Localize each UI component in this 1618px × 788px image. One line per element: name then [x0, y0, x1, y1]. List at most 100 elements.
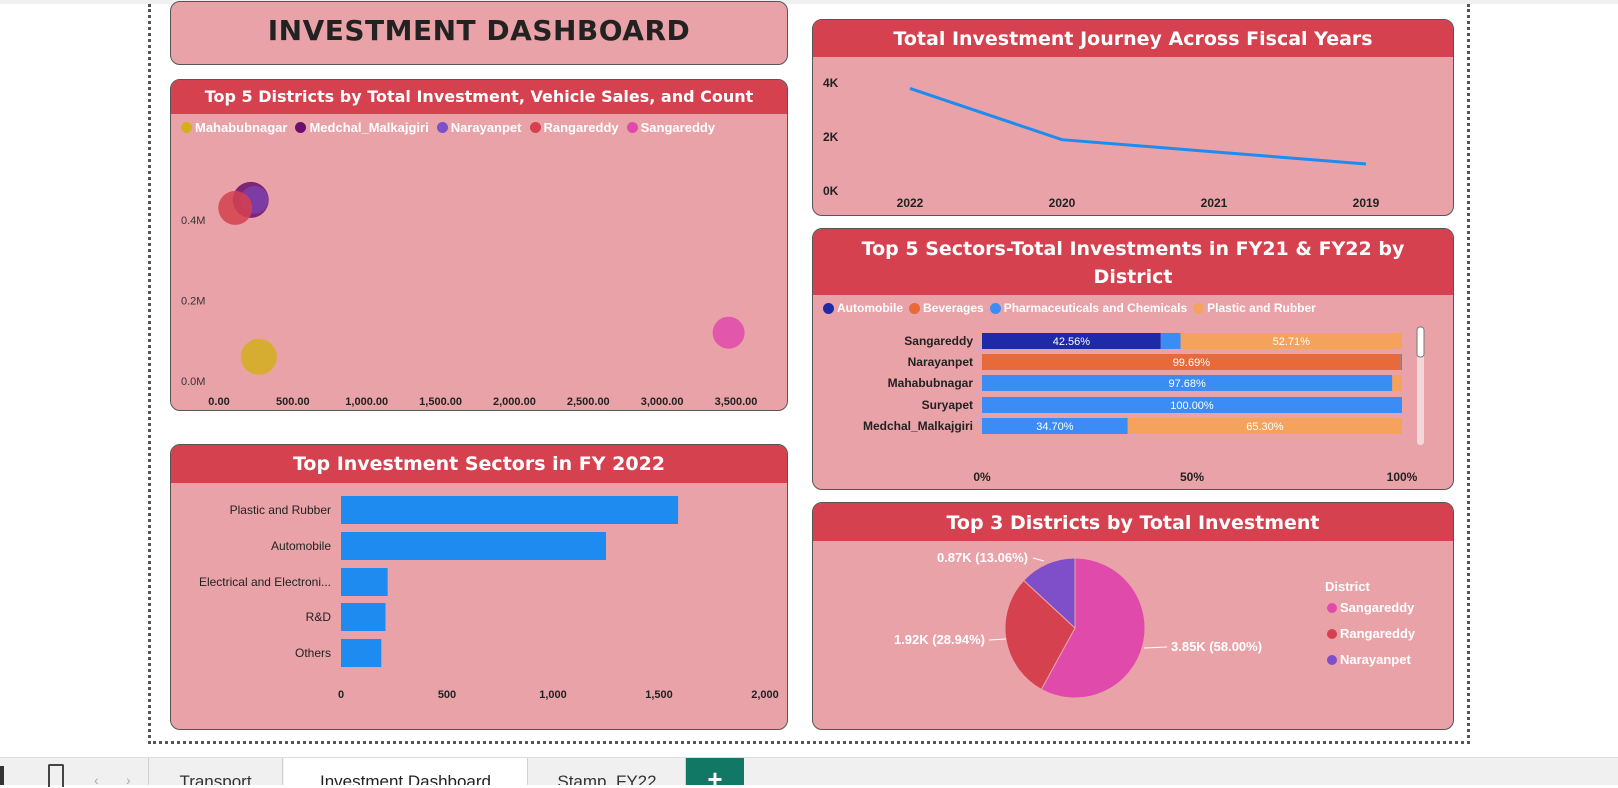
scatter-legend-item[interactable]: Mahabubnagar: [181, 120, 287, 135]
top-districts-pie-title: Top 3 Districts by Total Investment: [813, 503, 1453, 541]
dashboard-title: INVESTMENT DASHBOARD: [267, 14, 691, 47]
sectors-by-district-legend[interactable]: Automobile Beverages Pharmaceuticals and C…: [823, 301, 1316, 315]
stacked-legend-item[interactable]: Beverages: [909, 301, 984, 315]
scrollbar-thumb[interactable]: [1416, 326, 1425, 358]
x-tick-label: 2019: [1353, 196, 1380, 210]
legend-dot: [626, 122, 638, 133]
sector-bar: [341, 639, 382, 667]
scatter-legend-item[interactable]: Narayanpet: [436, 120, 522, 135]
sector-label: Others: [295, 646, 331, 660]
legend-label: Automobile: [837, 301, 903, 315]
scatter-legend-item[interactable]: Medchal_Malkajgiri: [295, 120, 429, 135]
scatter-point-sangareddy: [712, 316, 745, 349]
scatter-legend[interactable]: Mahabubnagar Medchal_Malkajgiri Narayanpet…: [181, 120, 715, 135]
sectors-by-district-title: Top 5 Sectors-Total Investments in FY21 …: [813, 229, 1453, 295]
x-tick-label: 100%: [1387, 470, 1418, 484]
pie-legend-title: District: [1325, 579, 1370, 594]
stacked-bar-segment: [1127, 418, 1402, 434]
tab-investment-dashboard[interactable]: Investment Dashboard: [284, 758, 528, 785]
sector-bar: [341, 568, 388, 596]
sheet-nav-handle[interactable]: [0, 766, 4, 785]
tab-stamp-fy22[interactable]: Stamp_FY22: [529, 758, 686, 785]
pie-slice-sangareddy: [1040, 557, 1146, 699]
segment-data-label: 97.68%: [1168, 378, 1206, 390]
stacked-bar-segment: [1160, 333, 1181, 349]
legend-label: Narayanpet: [450, 120, 522, 135]
legend-dot: [989, 302, 1001, 314]
pie-leader-line: [1032, 557, 1045, 562]
dashboard-title-card: INVESTMENT DASHBOARD: [170, 1, 788, 65]
sector-label: R&D: [306, 610, 332, 624]
pie-legend-item: Rangareddy: [1340, 626, 1416, 641]
sector-label: Plastic and Rubber: [230, 503, 331, 517]
y-tick-label: 0.4M: [181, 215, 205, 227]
x-tick-label: 1,500: [645, 689, 673, 701]
next-page-icon[interactable]: ›: [126, 772, 131, 788]
scatter-plot[interactable]: 0.00 500.00 1,000.00 1,500.00 2,000.00 2,500.…: [171, 114, 787, 410]
legend-label: Beverages: [923, 301, 984, 315]
add-page-button[interactable]: +: [686, 758, 744, 785]
scatter-legend-item[interactable]: Rangareddy: [529, 120, 619, 135]
investment-journey-card[interactable]: Total Investment Journey Across Fiscal Y…: [812, 19, 1454, 216]
x-tick-label: 1,000: [539, 689, 567, 701]
mobile-layout-icon[interactable]: [48, 764, 64, 787]
segment-data-label: 34.70%: [1036, 421, 1074, 433]
legend-dot: [823, 302, 834, 314]
legend-label: Pharmaceuticals and Chemicals: [1003, 301, 1188, 315]
investment-journey-title: Total Investment Journey Across Fiscal Y…: [813, 20, 1453, 57]
sectors-fy2022-card[interactable]: Top Investment Sectors in FY 2022 Plasti…: [170, 444, 788, 730]
tab-transport[interactable]: Transport: [148, 758, 283, 785]
segment-data-label: 99.69%: [1173, 357, 1211, 369]
district-label: Suryapet: [922, 398, 973, 412]
legend-dot: [529, 122, 541, 133]
investment-journey-chart[interactable]: 0K 2K 4K 2022 2020 2021 2019: [813, 57, 1453, 215]
scatter-point-mahabubnagar: [240, 338, 277, 375]
x-tick-label: 50%: [1180, 470, 1204, 484]
y-tick-label: 0K: [823, 184, 839, 198]
legend-label: Rangareddy: [543, 120, 619, 135]
stacked-bar-segment: [982, 333, 1161, 349]
legend-dot: [909, 302, 920, 314]
x-tick-label: 2,500.00: [567, 396, 610, 408]
district-label: Mahabubnagar: [888, 376, 974, 390]
segment-data-label: 52.71%: [1273, 336, 1311, 348]
stacked-legend-item[interactable]: Pharmaceuticals and Chemicals: [989, 301, 1188, 315]
stacked-bar-segment: [1392, 375, 1402, 391]
y-tick-label: 4K: [823, 76, 839, 90]
y-tick-label: 0.0M: [181, 376, 205, 388]
stacked-bar-segment: [982, 375, 1393, 391]
stacked-bar-segment: [982, 354, 1401, 370]
legend-label: Medchal_Malkajgiri: [309, 120, 429, 135]
prev-page-icon[interactable]: ‹: [94, 772, 99, 788]
segment-data-label: 100.00%: [1170, 400, 1214, 412]
x-tick-label: 0%: [973, 470, 991, 484]
scatter-card[interactable]: Top 5 Districts by Total Investment, Veh…: [170, 79, 788, 411]
sector-label: Electrical and Electroni...: [199, 575, 331, 589]
top-districts-pie-card[interactable]: Top 3 Districts by Total Investment 3.85…: [812, 502, 1454, 730]
stacked-legend-item[interactable]: Plastic and Rubber: [1193, 301, 1316, 315]
stacked-bar-segment: [1180, 333, 1402, 349]
pie-slice-narayanpet: [1022, 557, 1076, 630]
pie-leader-line: [988, 638, 1007, 641]
top-districts-pie-chart[interactable]: 3.85K (58.00%) 1.92K (28.94%) 0.87K (13.06…: [813, 541, 1453, 729]
x-tick-label: 500: [438, 689, 456, 701]
scatter-legend-item[interactable]: Sangareddy: [626, 120, 715, 135]
pie-data-label: 1.92K (28.94%): [894, 632, 985, 647]
pie-legend-item: Sangareddy: [1340, 600, 1415, 615]
pie-leader-line: [1143, 646, 1168, 649]
x-tick-label: 2,000.00: [493, 396, 536, 408]
sector-label: Automobile: [271, 539, 331, 553]
pie-data-label: 3.85K (58.00%): [1171, 639, 1262, 654]
legend-dot: [1327, 655, 1337, 665]
stacked-legend-item[interactable]: Automobile: [823, 301, 903, 315]
sectors-fy2022-chart[interactable]: Plastic and Rubber Automobile Electrical a…: [171, 483, 787, 729]
x-tick-label: 1,500.00: [419, 396, 462, 408]
stacked-bar-segment: [1400, 354, 1402, 370]
sectors-fy2022-title: Top Investment Sectors in FY 2022: [171, 445, 787, 483]
legend-label: Plastic and Rubber: [1207, 301, 1316, 315]
legend-label: Mahabubnagar: [195, 120, 288, 135]
sectors-by-district-card[interactable]: Top 5 Sectors-Total Investments in FY21 …: [812, 228, 1454, 490]
x-tick-label: 1,000.00: [345, 396, 388, 408]
sectors-by-district-chart[interactable]: Sangareddy 42.56% 52.71% Narayanpet 99.69% Ma…: [813, 319, 1453, 489]
sector-bar: [341, 532, 606, 560]
